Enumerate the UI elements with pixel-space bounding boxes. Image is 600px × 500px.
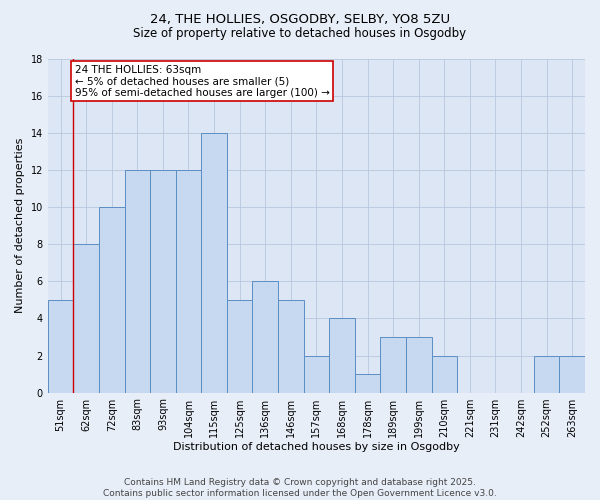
Bar xyxy=(176,170,201,392)
Text: 24 THE HOLLIES: 63sqm
← 5% of detached houses are smaller (5)
95% of semi-detach: 24 THE HOLLIES: 63sqm ← 5% of detached h… xyxy=(74,64,329,98)
Bar xyxy=(253,282,278,393)
Bar xyxy=(227,300,253,392)
Text: 24, THE HOLLIES, OSGODBY, SELBY, YO8 5ZU: 24, THE HOLLIES, OSGODBY, SELBY, YO8 5ZU xyxy=(150,12,450,26)
Bar xyxy=(329,318,355,392)
Bar xyxy=(99,208,125,392)
Bar xyxy=(355,374,380,392)
Text: Size of property relative to detached houses in Osgodby: Size of property relative to detached ho… xyxy=(133,28,467,40)
Bar xyxy=(431,356,457,393)
Bar xyxy=(304,356,329,393)
Bar xyxy=(380,337,406,392)
Y-axis label: Number of detached properties: Number of detached properties xyxy=(15,138,25,314)
Bar xyxy=(534,356,559,393)
X-axis label: Distribution of detached houses by size in Osgodby: Distribution of detached houses by size … xyxy=(173,442,460,452)
Bar xyxy=(125,170,150,392)
Text: Contains HM Land Registry data © Crown copyright and database right 2025.
Contai: Contains HM Land Registry data © Crown c… xyxy=(103,478,497,498)
Bar xyxy=(278,300,304,392)
Bar xyxy=(406,337,431,392)
Bar xyxy=(201,133,227,392)
Bar xyxy=(150,170,176,392)
Bar xyxy=(48,300,73,392)
Bar xyxy=(73,244,99,392)
Bar xyxy=(559,356,585,393)
